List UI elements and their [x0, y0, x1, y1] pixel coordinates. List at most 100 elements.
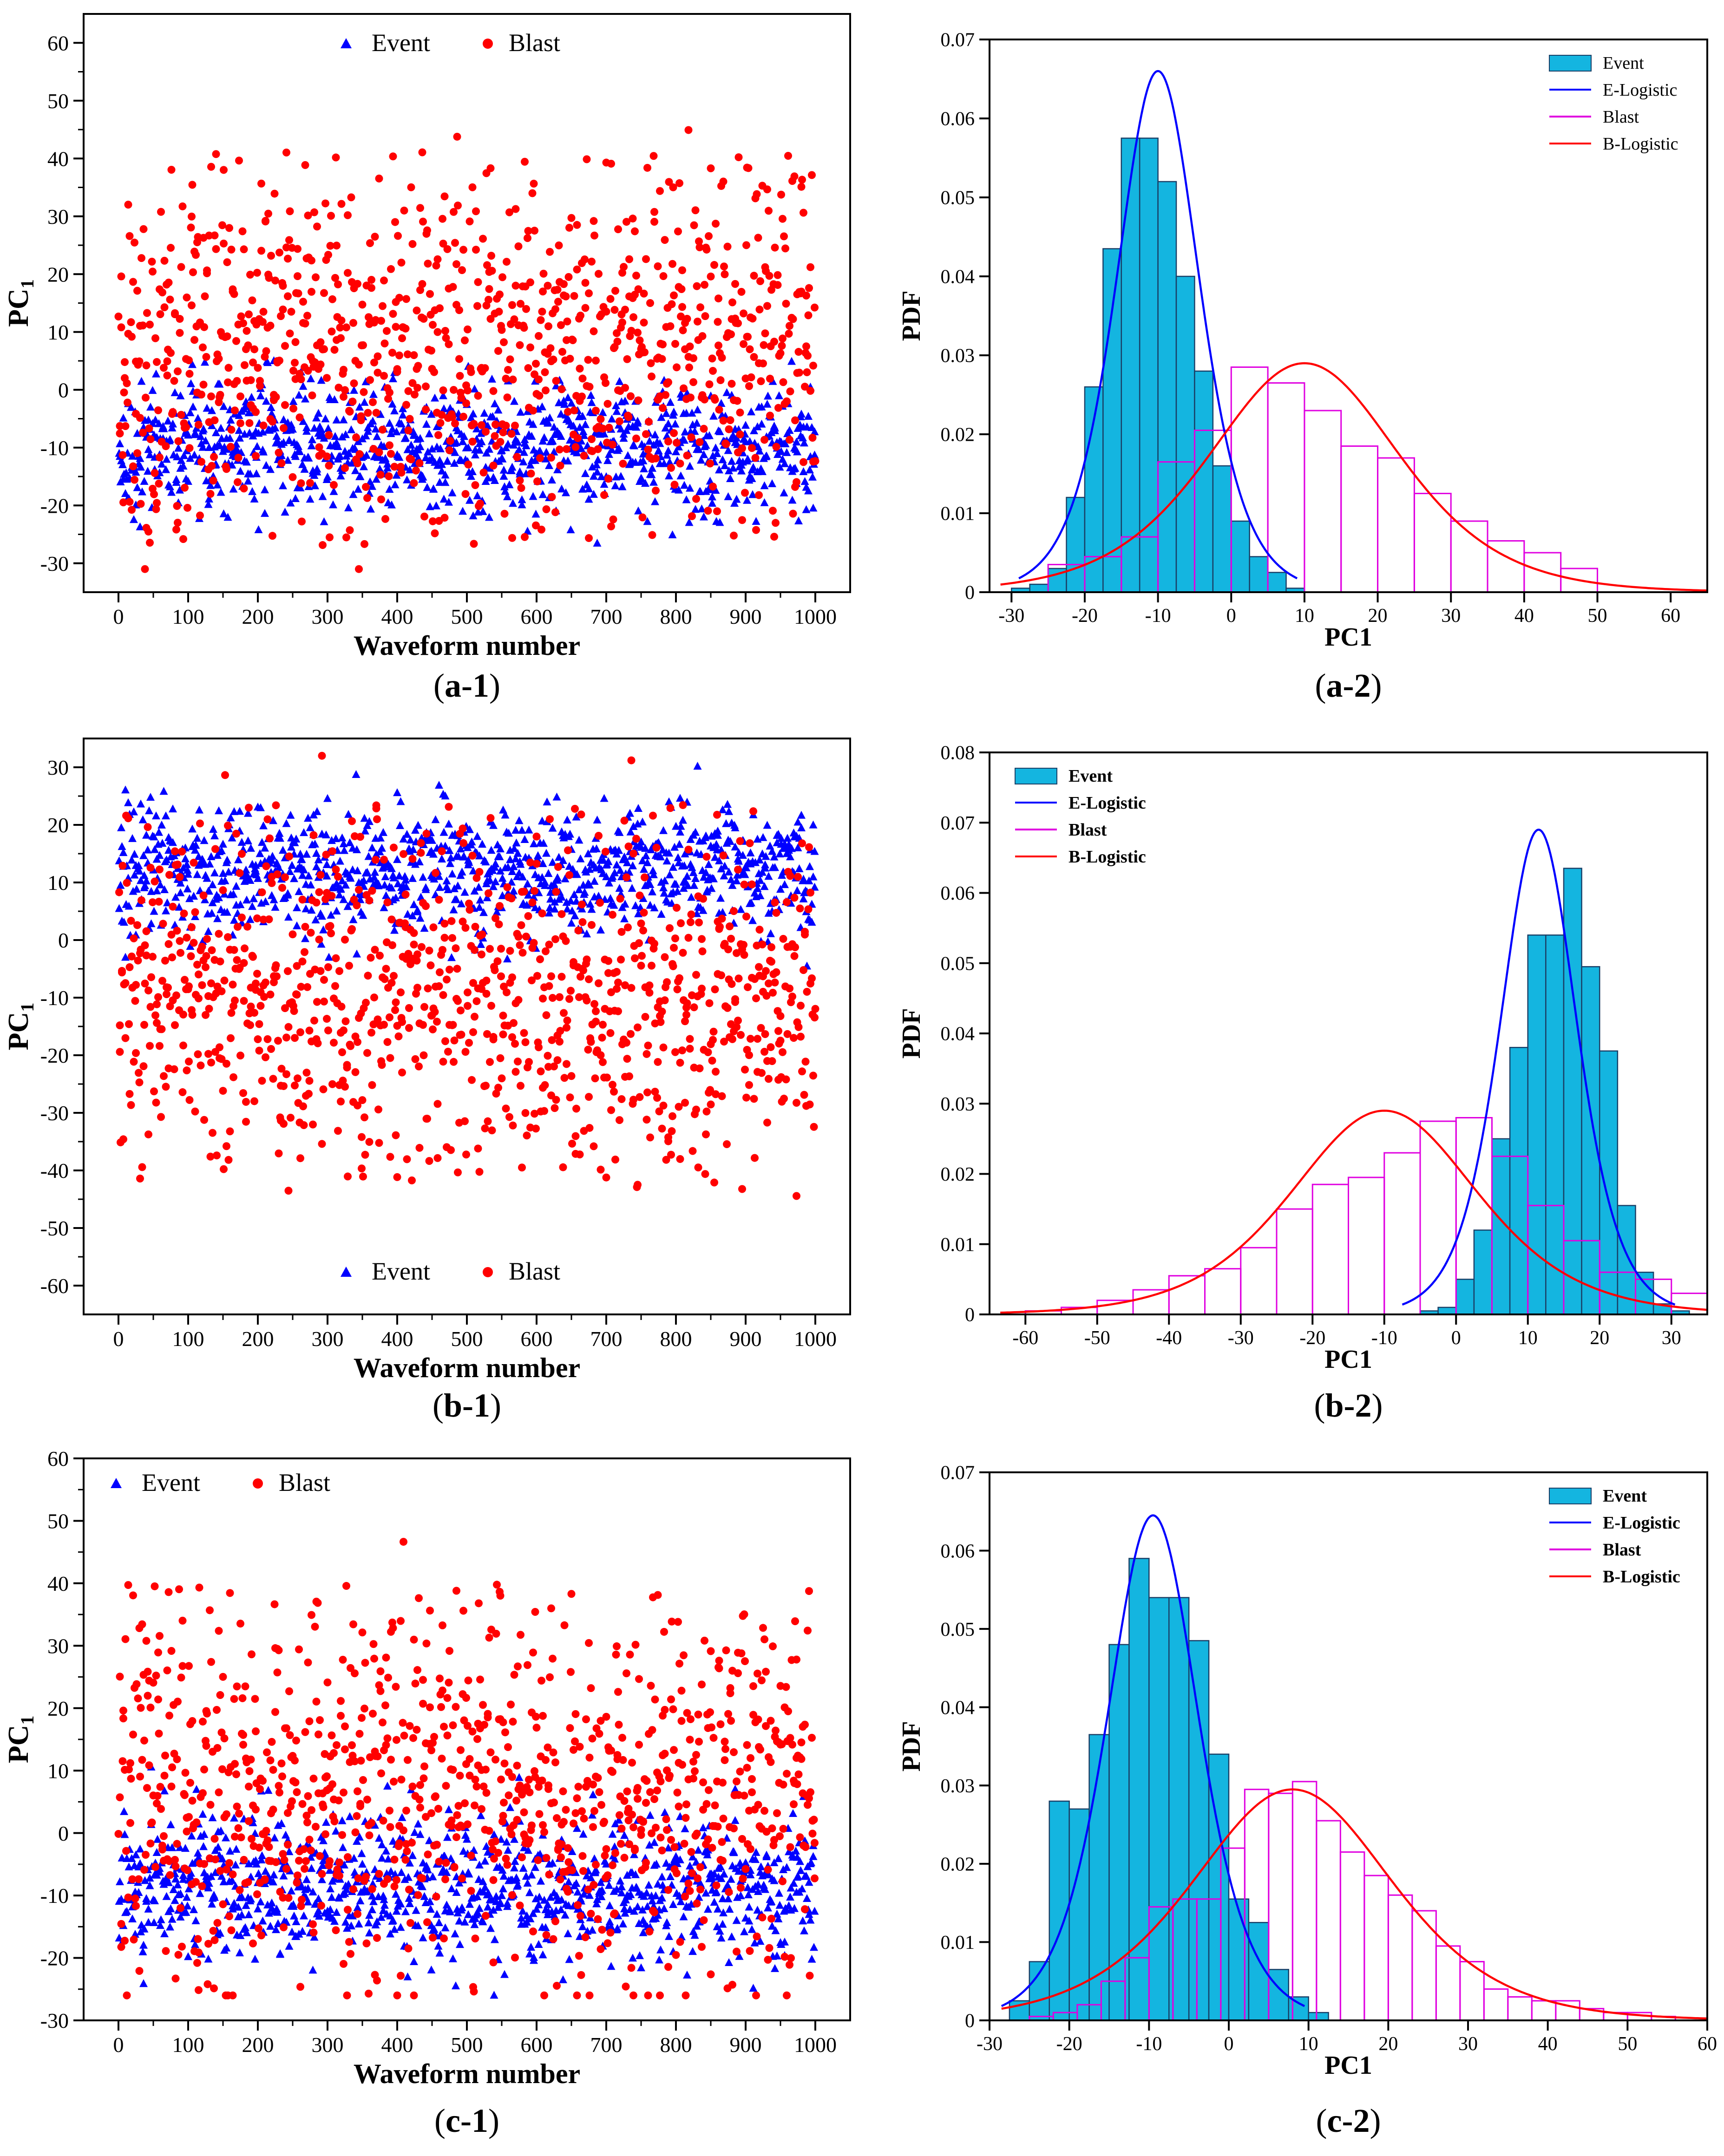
event-point	[205, 859, 214, 868]
event-point	[465, 1869, 473, 1878]
event-point	[164, 1878, 173, 1886]
blast-point	[220, 239, 228, 248]
blast-point	[590, 217, 598, 225]
blast-point	[509, 1121, 517, 1130]
event-point	[594, 891, 603, 900]
event-point	[700, 450, 708, 458]
blast-point	[763, 185, 771, 194]
event-point	[401, 875, 410, 884]
blast-point	[706, 1086, 714, 1094]
blast-point	[141, 565, 149, 573]
blast-point	[429, 1025, 437, 1033]
blast-point	[132, 1049, 140, 1057]
blast-point	[781, 244, 789, 253]
blast-point	[372, 409, 380, 417]
blast-point	[296, 1028, 304, 1036]
plot-frame	[989, 39, 1708, 593]
blast-point	[798, 839, 806, 848]
event-point	[661, 424, 670, 432]
blast-point	[699, 895, 707, 903]
event-point	[141, 881, 149, 889]
blast-point	[413, 307, 421, 315]
blast-point	[535, 375, 543, 384]
event-point	[425, 429, 433, 438]
blast-point	[623, 218, 630, 226]
legend: Event Blast	[341, 29, 560, 57]
blast-point	[724, 945, 732, 954]
event-point	[682, 495, 691, 503]
event-point	[520, 835, 529, 843]
event-point	[176, 1889, 185, 1897]
blast-point	[199, 380, 208, 389]
event-point	[365, 1928, 374, 1937]
blast-point	[553, 286, 562, 294]
event-point	[335, 890, 344, 899]
event-point	[488, 374, 496, 383]
blast-point	[801, 1058, 810, 1066]
event-point	[373, 1917, 381, 1926]
blast-point	[174, 518, 182, 527]
event-point	[741, 421, 750, 429]
event-point	[338, 1816, 347, 1824]
blast-point	[284, 255, 292, 263]
blast-point	[407, 455, 415, 464]
blast-point	[242, 1117, 250, 1126]
event-point	[414, 821, 422, 829]
blast-point	[156, 310, 164, 318]
blast-point	[291, 1081, 299, 1090]
blast-point	[541, 1081, 549, 1089]
blast-point	[571, 1132, 580, 1140]
blast-point	[337, 1002, 346, 1011]
event-point	[332, 906, 341, 915]
event-point	[722, 819, 730, 827]
blast-point	[378, 1061, 386, 1069]
blast-point	[502, 422, 510, 430]
event-point	[268, 852, 277, 860]
blast-point	[755, 963, 763, 971]
blast-point	[578, 918, 587, 926]
blast-point	[563, 317, 571, 326]
event-point	[616, 425, 625, 433]
blast-point	[139, 225, 148, 233]
y-axis-label: PDF	[897, 1008, 926, 1059]
event-point	[284, 913, 293, 921]
blast-point	[272, 801, 280, 810]
y-tick-label: 0.01	[941, 503, 975, 525]
event-point	[410, 1957, 418, 1965]
blast-point	[585, 975, 593, 983]
blast-point	[782, 1075, 790, 1084]
event-point	[397, 419, 406, 428]
event-point	[334, 442, 342, 450]
event-point	[312, 413, 321, 422]
blast-point	[471, 946, 479, 954]
blast-point	[619, 459, 627, 468]
event-point	[672, 447, 680, 456]
event-point	[649, 866, 657, 875]
event-point	[258, 1916, 267, 1925]
blast-point	[495, 920, 503, 928]
event-point	[530, 839, 538, 848]
event-point	[743, 496, 751, 504]
event-point	[256, 391, 265, 399]
event-point	[302, 904, 310, 913]
event-point	[654, 446, 663, 454]
blast-point	[772, 443, 780, 451]
event-point	[357, 1849, 366, 1857]
blast-point	[250, 1097, 258, 1105]
blast-point	[798, 1067, 806, 1076]
blast-point	[556, 1027, 564, 1035]
event-point	[416, 1830, 425, 1838]
blast-point	[249, 953, 257, 961]
blast-point	[368, 1081, 376, 1089]
event-point	[241, 1923, 249, 1931]
blast-point	[461, 924, 470, 932]
event-point	[350, 385, 358, 394]
blast-point	[581, 255, 589, 264]
event-point	[799, 467, 808, 475]
blast-point	[551, 508, 559, 516]
blast-point	[224, 1156, 233, 1164]
event-point	[401, 1907, 410, 1915]
blast-point	[544, 1052, 552, 1060]
blast-point	[698, 984, 706, 993]
blast-point	[185, 982, 193, 991]
